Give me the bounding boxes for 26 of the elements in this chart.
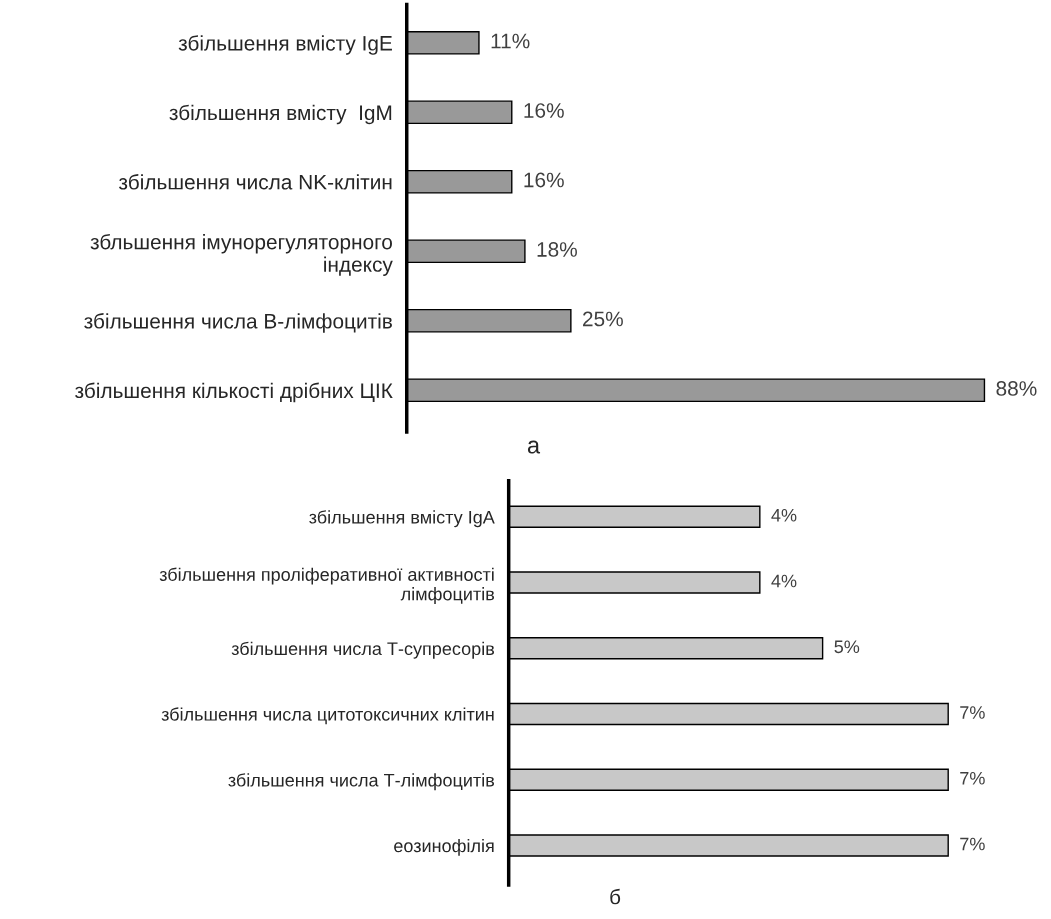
data-label: 16% (524, 172, 564, 188)
y-tick-label: збільшення числа Т-супресорів (231, 641, 495, 659)
y-tick-label: збільшення вмісту IgA (309, 510, 495, 528)
data-label: 88% (996, 381, 1037, 396)
y-tick-label: збльшення імунорегуляторного індексу (90, 233, 393, 276)
data-label: 4% (771, 574, 797, 588)
data-label: 18% (537, 242, 577, 257)
data-label: 4% (771, 508, 797, 522)
data-label: 16% (524, 103, 564, 118)
y-tick-label: еозинофілія (394, 839, 494, 856)
x-axis-title: а (527, 440, 541, 454)
data-label: 5% (834, 640, 860, 654)
data-label: 25% (583, 311, 623, 327)
y-tick-label: збільшення числа Т-лімфоцитів (228, 773, 495, 791)
data-label: 11% (491, 33, 530, 49)
x-axis-title: б (610, 888, 621, 905)
y-tick-label: збільшення проліферативної активності лімфоцитів (159, 567, 495, 604)
y-tick-label: збільшення числа цитотоксичних клітин (161, 707, 494, 725)
data-label: 7% (960, 706, 985, 719)
y-tick-label: збільшення вмісту IgM (169, 104, 392, 125)
y-tick-label: збільшення кількості дрібних ЦІК (75, 382, 393, 403)
y-tick-label: збільшення числа NK-клітин (118, 174, 392, 190)
y-tick-label: збільшення вмісту IgE (178, 35, 392, 55)
y-tick-label: збільшення числа B-лімфоцитів (84, 313, 392, 333)
data-label: 7% (960, 771, 985, 785)
data-label: 7% (960, 837, 985, 851)
